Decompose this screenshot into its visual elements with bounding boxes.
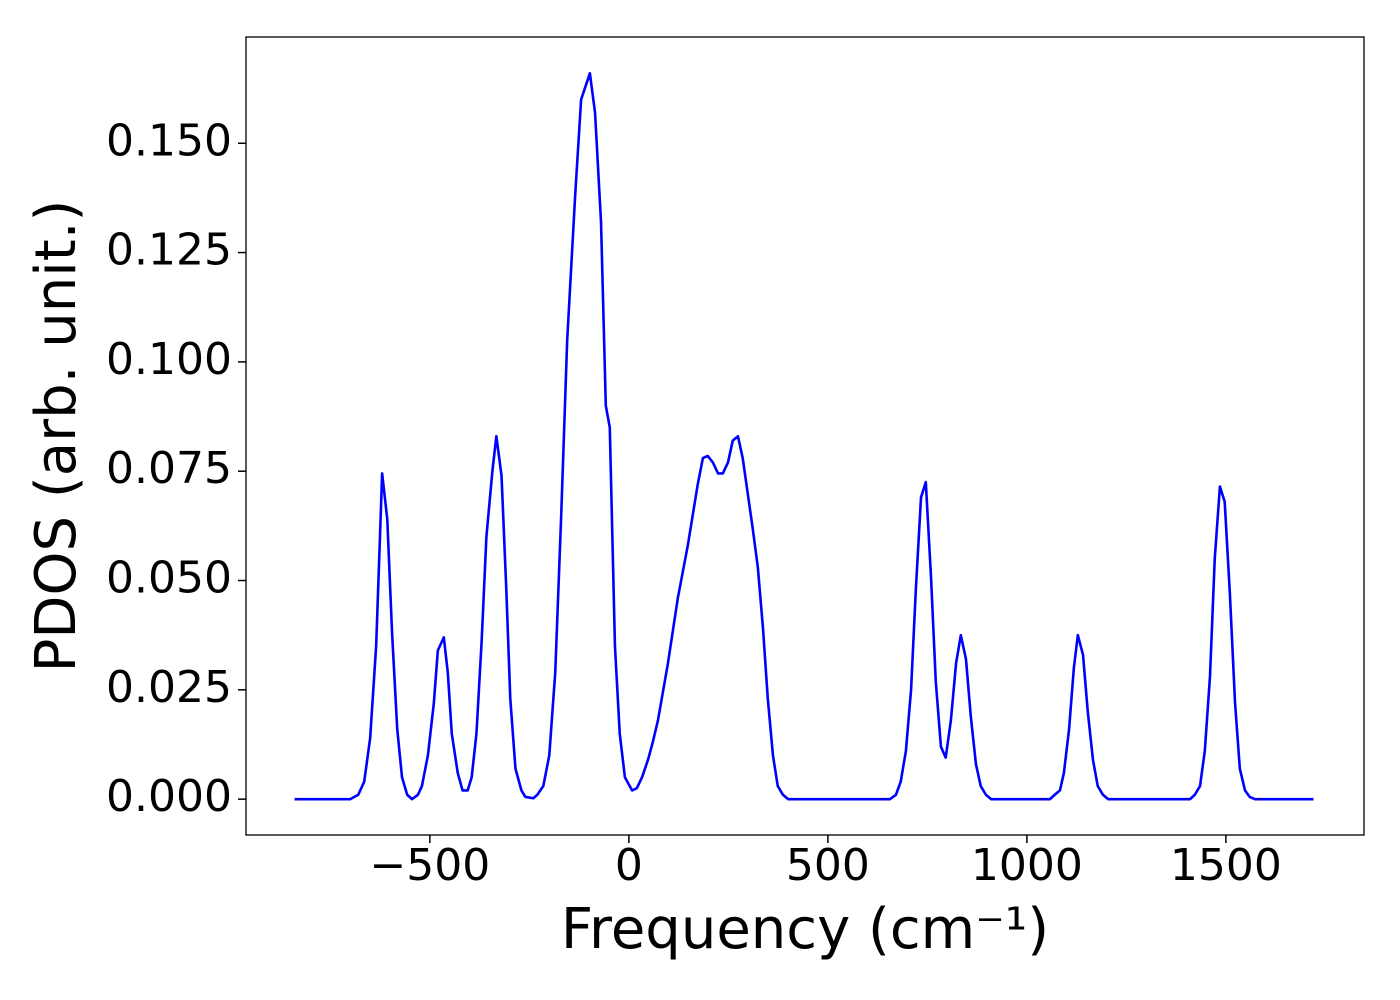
x-tick-label: 0 [615, 840, 643, 891]
y-tick-label: 0.025 [106, 662, 232, 713]
x-tick-label: 1500 [1170, 840, 1282, 891]
x-axis-label: Frequency (cm⁻¹) [561, 897, 1049, 962]
y-tick-label: 0.000 [106, 771, 232, 822]
x-tick-label: −500 [369, 840, 490, 891]
y-tick-label: 0.075 [106, 443, 232, 494]
pdos-line [294, 71, 1314, 801]
y-tick-label: 0.150 [106, 115, 232, 166]
plot-frame [245, 36, 1365, 836]
y-axis-label: PDOS (arb. unit.) [24, 200, 89, 673]
x-tick-label: 500 [786, 840, 870, 891]
x-tick-label: 1000 [971, 840, 1083, 891]
y-tick-label: 0.100 [106, 334, 232, 385]
y-tick-label: 0.050 [106, 553, 232, 604]
y-tick-label: 0.125 [106, 225, 232, 276]
